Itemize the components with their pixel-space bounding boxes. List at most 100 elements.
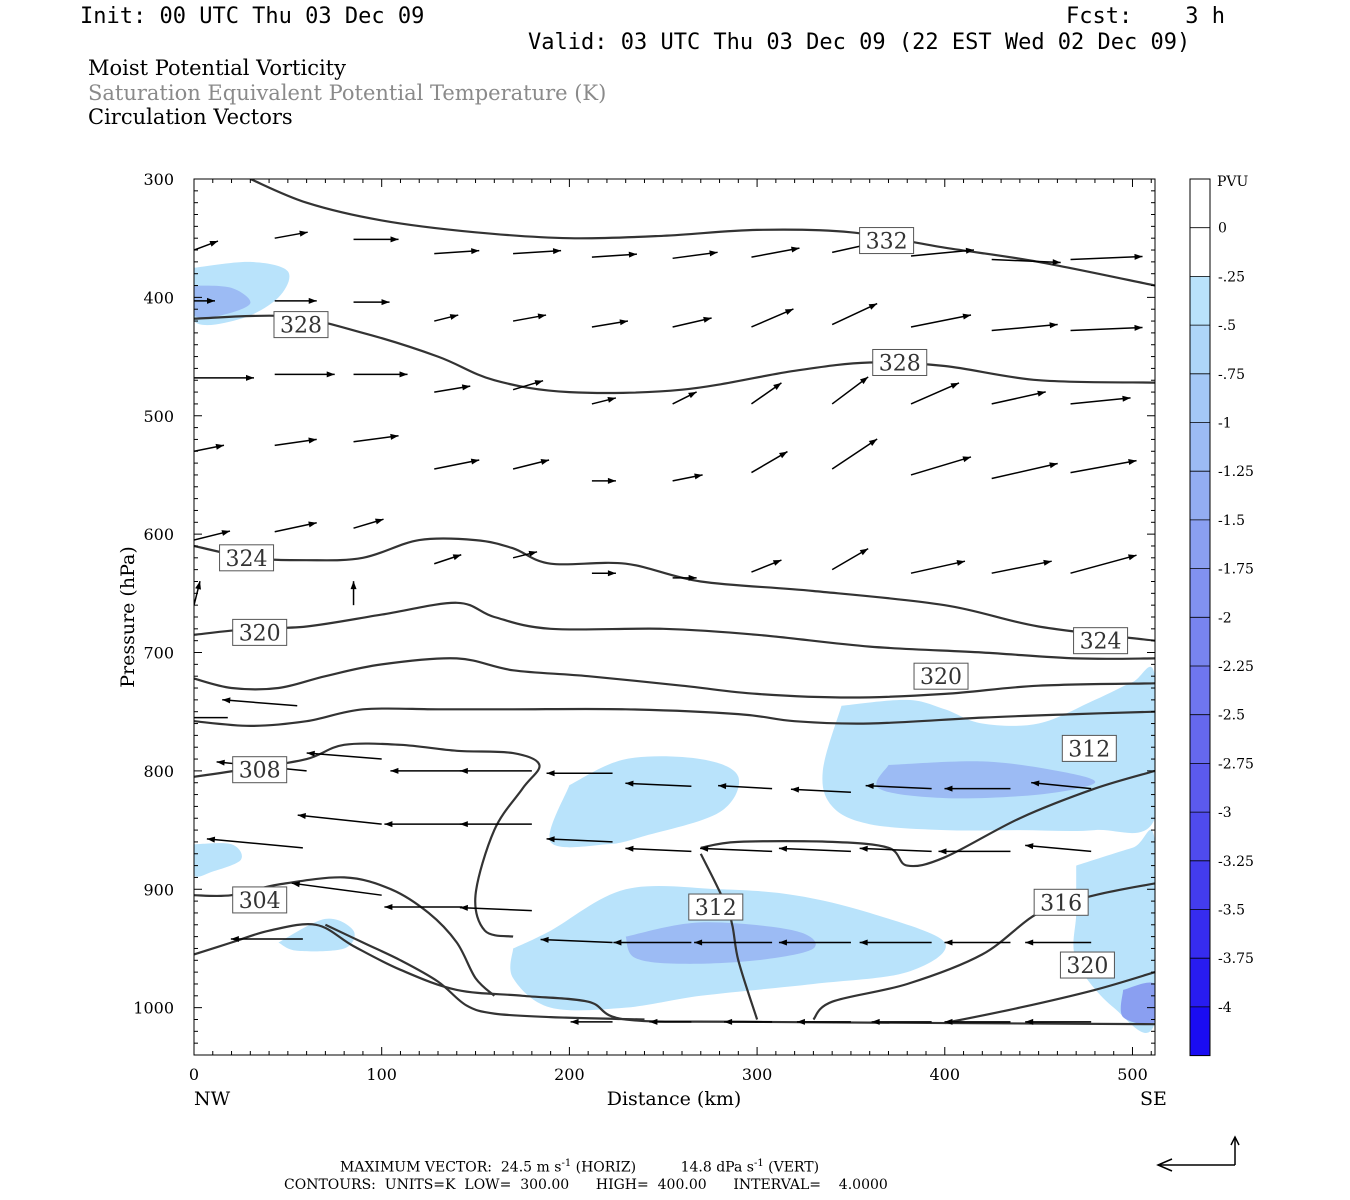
max-vector-vert: 14.8 dPa s [680,1159,754,1176]
eastward-vector-57 [910,560,966,574]
max-vector-horiz-unit: (HORIZ) [575,1159,637,1176]
eastward-vector-41 [591,477,616,484]
eastward-vector-40 [512,459,550,470]
eastward-vector-28 [512,379,544,391]
contour-label-5: 320 [232,618,288,646]
max-vector-horiz: 24.5 m s [500,1159,562,1176]
x-end-label-left: NW [194,1088,231,1110]
colorbar-swatch-12 [1190,763,1210,813]
westward-vector-35 [1025,939,1092,946]
colorbar-swatch-7 [1190,519,1210,569]
eastward-vector-53 [591,570,616,577]
westward-vector-9 [718,783,773,790]
colorbar-label-12: -3 [1218,805,1232,821]
westward-vector-39 [724,1018,773,1025]
theta-e-contour-9 [944,971,1155,1025]
contour-label-0: 332 [859,227,915,255]
forecast-hour: Fcst: 3 h [1066,4,1225,29]
theta-e-contour-13 [324,923,645,1021]
y-tick-label-6: 900 [143,880,174,899]
westward-vector-27 [384,904,463,911]
eastward-vector-7 [751,246,800,258]
contour-label-1: 328 [273,311,329,339]
westward-vector-43 [1025,1018,1092,1025]
eastward-vector-13 [274,297,317,304]
y-tick-label-1: 400 [143,288,174,307]
westward-vector-30 [613,939,692,946]
theta-e-contour-1 [194,314,1155,395]
eastward-vector-61 [350,581,357,606]
westward-vector-10 [790,786,851,793]
svg-text:328: 328 [280,314,322,339]
eastward-vector-49 [274,521,317,533]
eastward-vector-3 [434,248,480,255]
eastward-vector-26 [353,371,408,378]
westward-vector-8 [625,780,692,788]
eastward-vector-44 [831,438,878,470]
colorbar-label-13: -3.25 [1218,854,1254,870]
eastward-vector-14 [353,299,390,306]
westward-vector-32 [778,939,851,946]
eastward-vector-11 [1070,253,1143,261]
theta-e-contour-3 [194,601,1155,660]
reference-vector [1156,1135,1240,1172]
contour-label-11: 316 [1033,888,1089,916]
contour-label-12: 320 [1059,951,1115,979]
x-tick-label-5: 500 [1117,1065,1148,1084]
westward-vector-17 [384,821,463,828]
westward-vector-5 [390,767,463,774]
contour-label-6: 320 [913,662,969,690]
westward-vector-1 [222,697,298,707]
westward-vector-40 [796,1018,851,1025]
westward-vector-21 [700,845,773,853]
eastward-vector-54 [672,574,697,581]
eastward-vector-46 [991,462,1058,480]
westward-vector-23 [859,845,932,853]
westward-vector-16 [297,813,382,825]
westward-vector-25 [1025,843,1092,853]
eastward-vector-58 [991,559,1052,574]
westward-vector-19 [546,836,613,843]
westward-vector-22 [778,845,851,853]
eastward-vector-48 [194,530,231,541]
theta-e-contour-6 [194,742,541,938]
x-tick-label-1: 100 [366,1065,397,1084]
westward-vector-20 [625,845,692,853]
westward-vector-12 [944,785,1011,792]
eastward-vector-6 [672,250,718,260]
westward-vector-7 [546,770,613,777]
contour-labels: 332 328 328 324 324 320 320 312 308 312 304 316 320 [219,227,1129,979]
colorbar-label-11: -2.75 [1218,756,1254,772]
colorbar-swatch-1 [1190,227,1210,277]
pv-region-8 [1073,829,1155,1033]
eastward-vector-55 [751,559,782,573]
svg-text:320: 320 [1066,954,1108,979]
eastward-vector-1 [274,230,308,239]
svg-text:332: 332 [866,230,908,255]
y-tick-label-4: 700 [143,644,174,663]
theta-e-contour-5 [194,707,1155,728]
eastward-vector-16 [512,313,547,322]
eastward-vector-2 [353,236,399,243]
eastward-vector-15 [434,314,459,322]
eastward-vector-0 [194,240,219,251]
svg-text:304: 304 [239,889,281,914]
contour-label-9: 312 [688,893,744,921]
svg-text:312: 312 [1068,737,1110,762]
eastward-vector-4 [513,248,562,255]
y-axis-label: Pressure (hPa) [117,546,139,688]
x-axis-label: Distance (km) [607,1088,742,1110]
svg-text:320: 320 [920,665,962,690]
colorbar-swatch-3 [1190,325,1210,374]
westward-vector-24 [938,848,1011,855]
valid-time: Valid: 03 UTC Thu 03 Dec 09 (22 EST Wed … [528,30,1191,55]
colorbar-swatch-16 [1190,958,1210,1007]
contour-label-10: 304 [232,886,288,914]
eastward-vector-50 [353,518,384,529]
theta-e-contour-8 [812,882,1155,1021]
colorbar-swatch-8 [1190,568,1210,618]
colorbar-swatch-17 [1190,1006,1210,1056]
colorbar-label-6: -1.5 [1218,513,1245,529]
eastward-vector-19 [751,308,794,328]
